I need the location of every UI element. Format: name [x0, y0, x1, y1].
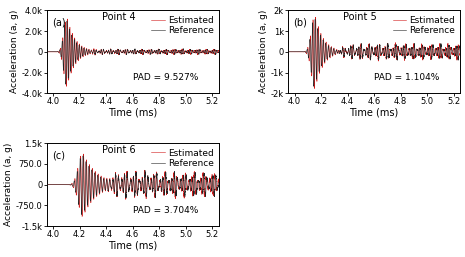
- Reference: [389, 48, 394, 51]
- Text: Point 5: Point 5: [343, 12, 377, 22]
- Estimated: [44, 183, 49, 186]
- Estimated: [110, 50, 115, 53]
- Reference: [63, 83, 69, 86]
- Reference: [156, 49, 161, 52]
- Reference: [351, 48, 357, 51]
- Estimated: [64, 85, 69, 88]
- Legend: Estimated, Reference: Estimated, Reference: [151, 15, 214, 36]
- Line: Estimated: Estimated: [46, 19, 219, 86]
- X-axis label: Time (ms): Time (ms): [108, 108, 157, 118]
- Reference: [427, 52, 432, 55]
- Estimated: [312, 87, 317, 90]
- Reference: [317, 67, 322, 70]
- Reference: [147, 50, 153, 53]
- Text: PAD = 1.104%: PAD = 1.104%: [374, 73, 439, 82]
- Reference: [110, 180, 115, 183]
- Reference: [173, 51, 178, 54]
- Estimated: [147, 188, 153, 191]
- Reference: [186, 49, 191, 52]
- Reference: [79, 213, 84, 216]
- Estimated: [75, 56, 81, 59]
- X-axis label: Time (ms): Time (ms): [108, 241, 157, 251]
- Text: PAD = 3.704%: PAD = 3.704%: [133, 206, 198, 215]
- Line: Estimated: Estimated: [288, 17, 460, 89]
- Reference: [80, 154, 86, 157]
- Legend: Estimated, Reference: Estimated, Reference: [151, 148, 214, 169]
- Estimated: [147, 53, 153, 56]
- Estimated: [397, 53, 403, 56]
- Text: Point 6: Point 6: [102, 145, 135, 155]
- Reference: [110, 51, 115, 54]
- Text: (a): (a): [52, 18, 65, 28]
- Reference: [216, 181, 222, 184]
- Reference: [156, 188, 161, 191]
- Reference: [414, 50, 419, 53]
- Estimated: [156, 185, 161, 188]
- Estimated: [75, 167, 80, 170]
- Reference: [311, 85, 317, 88]
- Estimated: [186, 51, 191, 54]
- Reference: [397, 53, 403, 56]
- Reference: [285, 50, 291, 53]
- Reference: [44, 183, 49, 186]
- Estimated: [313, 16, 319, 19]
- Reference: [173, 182, 178, 185]
- Y-axis label: Acceleration (a, g): Acceleration (a, g): [4, 143, 13, 226]
- Legend: Estimated, Reference: Estimated, Reference: [392, 15, 456, 36]
- Line: Estimated: Estimated: [46, 154, 219, 216]
- Reference: [216, 51, 222, 54]
- Line: Reference: Reference: [46, 21, 219, 84]
- Reference: [458, 52, 463, 55]
- Y-axis label: Acceleration (a, g): Acceleration (a, g): [259, 10, 268, 94]
- Estimated: [44, 50, 49, 53]
- Estimated: [458, 52, 463, 55]
- Reference: [64, 20, 70, 23]
- Text: Point 4: Point 4: [102, 12, 135, 22]
- Reference: [186, 186, 191, 189]
- Y-axis label: Acceleration (a, g): Acceleration (a, g): [10, 10, 19, 94]
- Line: Reference: Reference: [46, 156, 219, 215]
- Estimated: [80, 215, 85, 218]
- Text: (c): (c): [52, 151, 65, 161]
- Estimated: [317, 68, 322, 71]
- Estimated: [389, 51, 394, 54]
- Reference: [75, 181, 80, 184]
- Reference: [75, 58, 81, 61]
- Estimated: [173, 194, 178, 197]
- Line: Reference: Reference: [288, 19, 460, 86]
- Reference: [147, 187, 153, 190]
- Estimated: [351, 50, 357, 53]
- Estimated: [173, 49, 178, 52]
- Estimated: [110, 180, 115, 183]
- Estimated: [216, 50, 222, 53]
- Reference: [44, 50, 49, 53]
- Estimated: [414, 48, 419, 51]
- Estimated: [285, 50, 291, 53]
- Text: PAD = 9.527%: PAD = 9.527%: [133, 73, 198, 82]
- Estimated: [81, 152, 86, 155]
- Text: (b): (b): [293, 18, 307, 28]
- Estimated: [156, 49, 161, 52]
- Estimated: [216, 182, 222, 185]
- Estimated: [427, 47, 432, 50]
- Reference: [312, 18, 318, 21]
- X-axis label: Time (ms): Time (ms): [350, 108, 399, 118]
- Estimated: [186, 183, 191, 186]
- Estimated: [65, 17, 70, 21]
